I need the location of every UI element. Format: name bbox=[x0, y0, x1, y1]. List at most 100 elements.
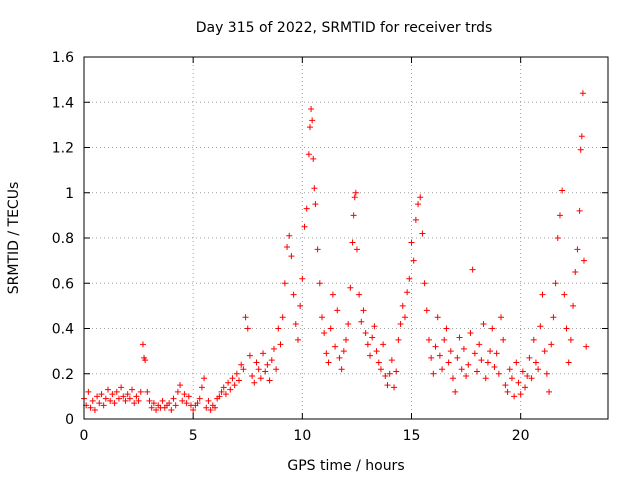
data-point bbox=[257, 375, 264, 382]
data-point bbox=[284, 244, 291, 251]
data-point bbox=[216, 393, 223, 400]
data-point bbox=[583, 343, 590, 350]
x-axis-ticks: 0 5 10 15 20 bbox=[80, 57, 530, 444]
data-point bbox=[122, 397, 129, 404]
data-point bbox=[316, 280, 323, 287]
data-point bbox=[500, 336, 507, 343]
data-point bbox=[404, 289, 411, 296]
data-point bbox=[349, 239, 356, 246]
data-point bbox=[489, 325, 496, 332]
data-point bbox=[532, 359, 539, 366]
data-point bbox=[301, 223, 308, 230]
data-point bbox=[367, 352, 374, 359]
data-point bbox=[240, 366, 247, 373]
data-point bbox=[111, 400, 118, 407]
data-points bbox=[81, 90, 590, 413]
data-point bbox=[384, 382, 391, 389]
data-point bbox=[277, 341, 284, 348]
data-point bbox=[133, 393, 140, 400]
data-point bbox=[325, 359, 332, 366]
data-point bbox=[362, 330, 369, 337]
data-point bbox=[580, 257, 587, 264]
y-tick-label: 0.4 bbox=[52, 322, 74, 338]
x-tick-label: 15 bbox=[403, 428, 421, 444]
data-point bbox=[565, 359, 572, 366]
data-point bbox=[323, 350, 330, 357]
data-point bbox=[94, 393, 101, 400]
data-point bbox=[105, 386, 112, 393]
data-point bbox=[452, 388, 459, 395]
data-point bbox=[423, 307, 430, 314]
data-point bbox=[556, 212, 563, 219]
data-point bbox=[142, 357, 149, 364]
data-point bbox=[350, 212, 357, 219]
data-point bbox=[430, 370, 437, 377]
data-point bbox=[493, 350, 500, 357]
data-point bbox=[482, 375, 489, 382]
data-point bbox=[153, 406, 160, 413]
data-point bbox=[491, 363, 498, 370]
data-point bbox=[148, 404, 155, 411]
data-point bbox=[358, 318, 365, 325]
data-point bbox=[290, 291, 297, 298]
data-point bbox=[456, 334, 463, 341]
data-point bbox=[299, 275, 306, 282]
data-point bbox=[229, 375, 236, 382]
data-point bbox=[449, 375, 456, 382]
data-point bbox=[517, 391, 524, 398]
x-tick-label: 20 bbox=[512, 428, 530, 444]
data-point bbox=[526, 354, 533, 361]
data-point bbox=[406, 275, 413, 282]
data-point bbox=[373, 348, 380, 355]
data-point bbox=[309, 117, 316, 124]
data-point bbox=[469, 266, 476, 273]
data-point bbox=[524, 373, 531, 380]
data-point bbox=[327, 325, 334, 332]
data-point bbox=[380, 341, 387, 348]
data-point bbox=[502, 382, 509, 389]
data-point bbox=[310, 155, 317, 162]
y-tick-label: 1.2 bbox=[52, 141, 74, 157]
data-point bbox=[371, 323, 378, 330]
data-point bbox=[303, 205, 310, 212]
data-point bbox=[262, 368, 269, 375]
data-point bbox=[297, 302, 304, 309]
data-point bbox=[329, 291, 336, 298]
y-tick-label: 0.6 bbox=[52, 276, 74, 292]
data-point bbox=[356, 291, 363, 298]
data-point bbox=[458, 366, 465, 373]
data-point bbox=[537, 323, 544, 330]
data-point bbox=[415, 201, 422, 208]
data-point bbox=[249, 373, 256, 380]
data-point bbox=[391, 384, 398, 391]
data-point bbox=[273, 366, 280, 373]
x-tick-label: 5 bbox=[189, 428, 198, 444]
data-point bbox=[314, 246, 321, 253]
data-point bbox=[334, 307, 341, 314]
data-point bbox=[288, 253, 295, 260]
data-point bbox=[144, 388, 151, 395]
data-point bbox=[190, 406, 197, 413]
data-point bbox=[428, 354, 435, 361]
data-point bbox=[375, 359, 382, 366]
data-point bbox=[306, 124, 313, 131]
data-point bbox=[305, 151, 312, 158]
data-point bbox=[203, 404, 210, 411]
y-tick-label: 0.2 bbox=[52, 367, 74, 383]
data-point bbox=[201, 375, 208, 382]
data-point bbox=[205, 397, 212, 404]
data-point bbox=[109, 391, 116, 398]
data-point bbox=[220, 384, 227, 391]
data-point bbox=[124, 391, 131, 398]
data-point bbox=[120, 393, 127, 400]
data-point bbox=[360, 307, 367, 314]
data-point bbox=[460, 345, 467, 352]
data-point bbox=[212, 404, 218, 411]
data-point bbox=[463, 373, 470, 380]
data-point bbox=[179, 397, 186, 404]
data-point bbox=[308, 106, 315, 113]
data-point bbox=[552, 280, 559, 287]
data-point bbox=[511, 393, 518, 400]
data-point bbox=[87, 404, 94, 411]
